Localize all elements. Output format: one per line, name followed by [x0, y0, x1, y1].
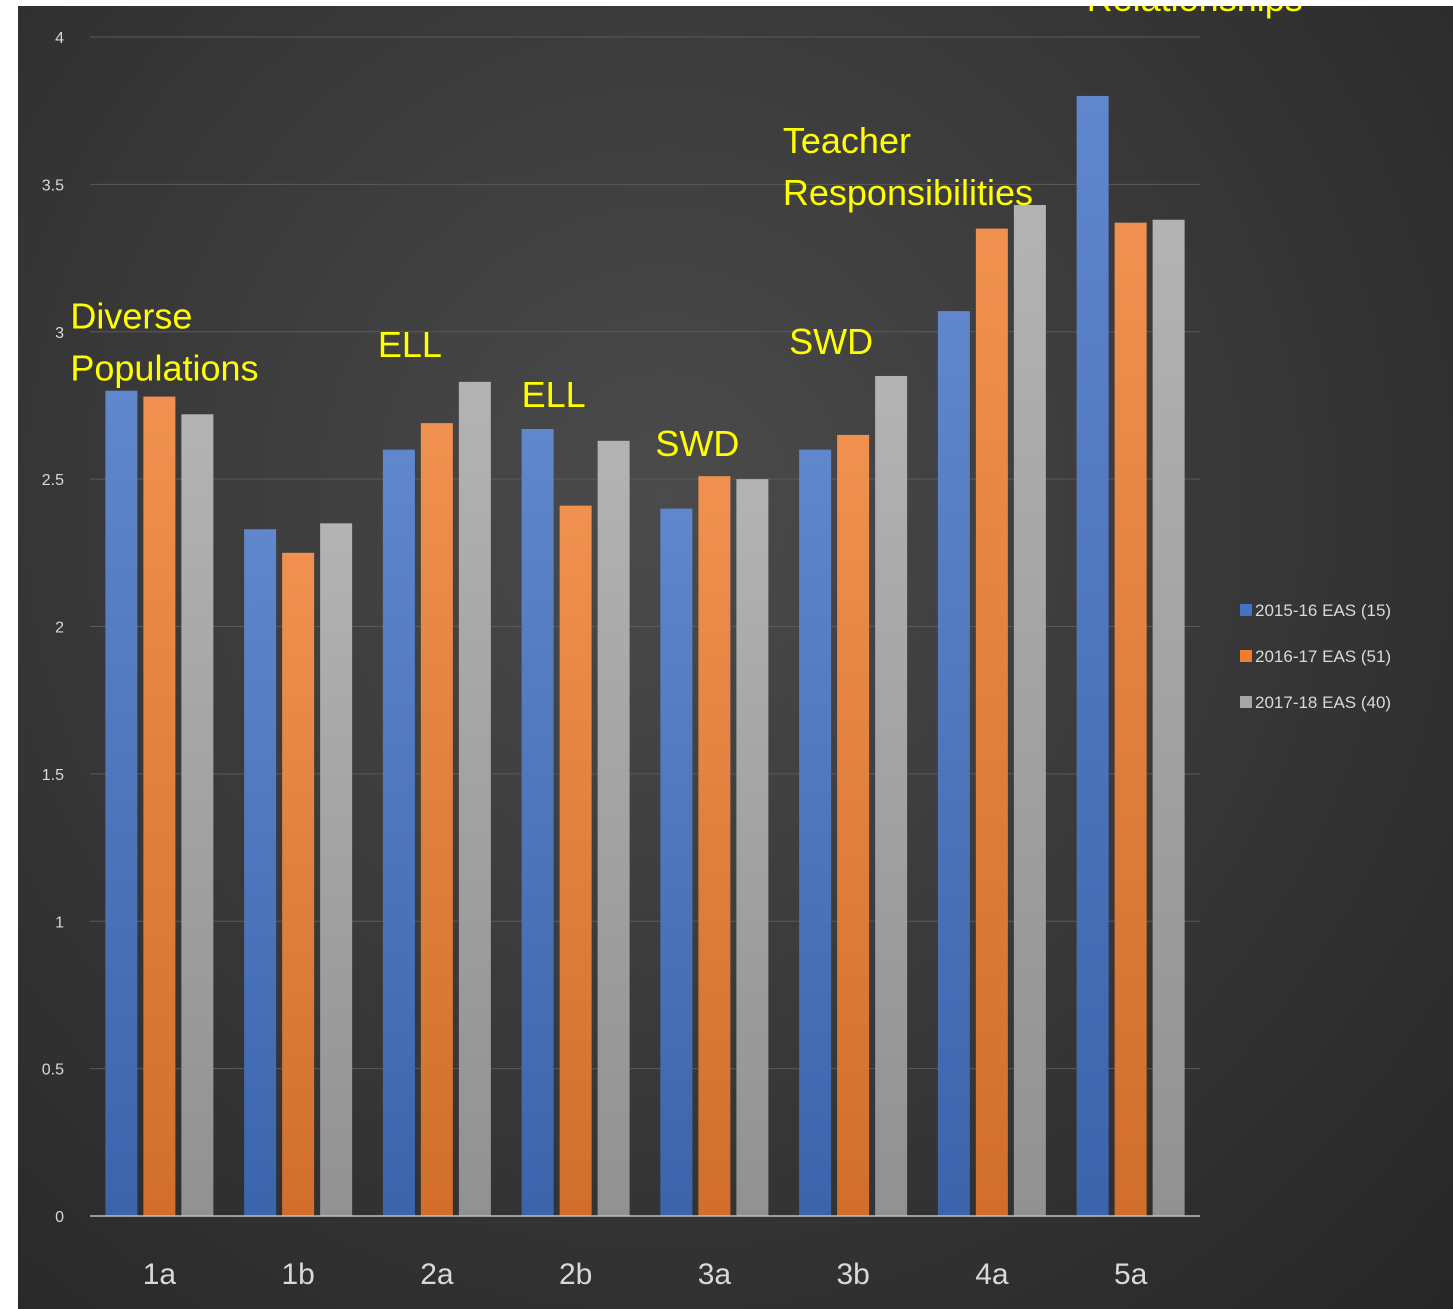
- annotations: Diverse Populations ELL ELL SWD SWD Teacher Res…: [70, 6, 1303, 464]
- y-tick-label: 1: [55, 914, 64, 931]
- legend-label: 2016-17 EAS (51): [1255, 647, 1391, 666]
- annotation-text: Teacher: [783, 120, 911, 161]
- legend: 2015-16 EAS (15) 2016-17 EAS (51) 2017-18 …: [1240, 601, 1391, 712]
- chart-area: 0 0.5 1 1.5 2 2.5 3 3.5 4 1a 1b 2a 2b 3a 3b 4a 5a Diver…: [18, 6, 1453, 1309]
- x-category-label: 3b: [836, 1258, 869, 1291]
- y-tick-label: 0: [55, 1209, 64, 1226]
- bars: [105, 95, 1185, 1217]
- x-category-label: 1b: [281, 1258, 314, 1291]
- y-tick-label: 2: [55, 620, 64, 637]
- y-axis-ticks: 0 0.5 1 1.5 2 2.5 3 3.5 4: [42, 30, 64, 1226]
- bar-3a-series-3: [736, 479, 769, 1216]
- bar-chart: 0 0.5 1 1.5 2 2.5 3 3.5 4 1a 1b 2a 2b 3a 3b 4a 5a Diver…: [42, 6, 1391, 1291]
- bar-2b-series-2: [559, 505, 592, 1217]
- x-category-label: 1a: [143, 1258, 177, 1291]
- bar-2b-series-3: [597, 440, 630, 1216]
- legend-label: 2017-18 EAS (40): [1255, 693, 1391, 712]
- bar-1b-series-2: [282, 552, 315, 1216]
- annotation-1a: Diverse Populations: [70, 296, 258, 389]
- bar-3a-series-2: [698, 476, 731, 1216]
- bar-3a-series-1: [660, 508, 693, 1217]
- y-tick-label: 3: [55, 325, 64, 342]
- legend-item: 2015-16 EAS (15): [1240, 601, 1391, 620]
- x-axis-categories: 1a 1b 2a 2b 3a 3b 4a 5a: [143, 1258, 1148, 1291]
- annotation-5a: School-HomeRelationships: [1087, 6, 1303, 19]
- annotation-text: SWD: [655, 423, 739, 464]
- bar-4a-series-2: [975, 228, 1008, 1216]
- bar-2b-series-1: [521, 429, 554, 1217]
- annotation-text: ELL: [522, 374, 586, 415]
- legend-item: 2016-17 EAS (51): [1240, 647, 1391, 666]
- annotation-3a: SWD: [655, 423, 739, 464]
- x-category-label: 4a: [975, 1258, 1009, 1291]
- legend-swatch: [1240, 696, 1252, 708]
- bar-1b-series-1: [244, 529, 277, 1216]
- bar-1a-series-1: [105, 390, 138, 1216]
- legend-swatch: [1240, 604, 1252, 616]
- y-tick-label: 1.5: [42, 767, 64, 784]
- legend-swatch: [1240, 650, 1252, 662]
- annotation-text: ELL: [378, 324, 442, 365]
- annotation-3b: SWD: [789, 321, 873, 362]
- bar-5a-series-3: [1152, 219, 1185, 1216]
- bar-1a-series-2: [143, 396, 176, 1217]
- bar-3b-series-3: [875, 375, 908, 1216]
- annotation-text: Relationships: [1087, 6, 1303, 19]
- annotation-text: Responsibilities: [783, 172, 1033, 213]
- bar-1b-series-3: [320, 523, 353, 1216]
- bar-3b-series-2: [837, 434, 870, 1217]
- x-category-label: 5a: [1114, 1258, 1148, 1291]
- annotation-text: Diverse: [70, 296, 192, 337]
- annotation-2b: ELL: [522, 374, 586, 415]
- bar-2a-series-2: [420, 423, 453, 1216]
- y-tick-label: 4: [55, 30, 64, 47]
- legend-label: 2015-16 EAS (15): [1255, 601, 1391, 620]
- bar-4a-series-3: [1013, 205, 1046, 1216]
- y-tick-label: 3.5: [42, 177, 64, 194]
- bar-3b-series-1: [799, 449, 832, 1216]
- annotation-text: Populations: [70, 348, 258, 389]
- bar-2a-series-3: [458, 381, 491, 1216]
- x-category-label: 3a: [698, 1258, 732, 1291]
- bar-2a-series-1: [382, 449, 415, 1216]
- annotation-text: SWD: [789, 321, 873, 362]
- annotation-4a: Teacher Responsibilities: [783, 120, 1033, 213]
- annotation-2a: ELL: [378, 324, 442, 365]
- bar-5a-series-2: [1114, 222, 1147, 1216]
- y-tick-label: 2.5: [42, 472, 64, 489]
- bar-1a-series-3: [181, 414, 214, 1216]
- x-category-label: 2a: [420, 1258, 454, 1291]
- legend-item: 2017-18 EAS (40): [1240, 693, 1391, 712]
- x-category-label: 2b: [559, 1258, 592, 1291]
- bar-5a-series-1: [1076, 95, 1109, 1217]
- y-tick-label: 0.5: [42, 1062, 64, 1079]
- bar-4a-series-1: [937, 311, 970, 1216]
